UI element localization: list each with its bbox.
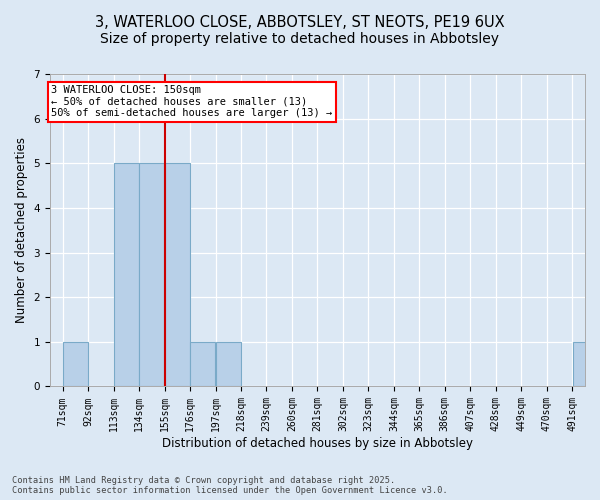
Bar: [216, 342, 241, 386]
Bar: [572, 342, 598, 386]
Y-axis label: Number of detached properties: Number of detached properties: [15, 137, 28, 323]
Bar: [63, 342, 88, 386]
Bar: [190, 342, 215, 386]
Text: 3 WATERLOO CLOSE: 150sqm
← 50% of detached houses are smaller (13)
50% of semi-d: 3 WATERLOO CLOSE: 150sqm ← 50% of detach…: [51, 85, 332, 118]
Text: Size of property relative to detached houses in Abbotsley: Size of property relative to detached ho…: [101, 32, 499, 46]
X-axis label: Distribution of detached houses by size in Abbotsley: Distribution of detached houses by size …: [162, 437, 473, 450]
Text: Contains HM Land Registry data © Crown copyright and database right 2025.
Contai: Contains HM Land Registry data © Crown c…: [12, 476, 448, 495]
Bar: [139, 164, 164, 386]
Bar: [114, 164, 139, 386]
Text: 3, WATERLOO CLOSE, ABBOTSLEY, ST NEOTS, PE19 6UX: 3, WATERLOO CLOSE, ABBOTSLEY, ST NEOTS, …: [95, 15, 505, 30]
Bar: [165, 164, 190, 386]
